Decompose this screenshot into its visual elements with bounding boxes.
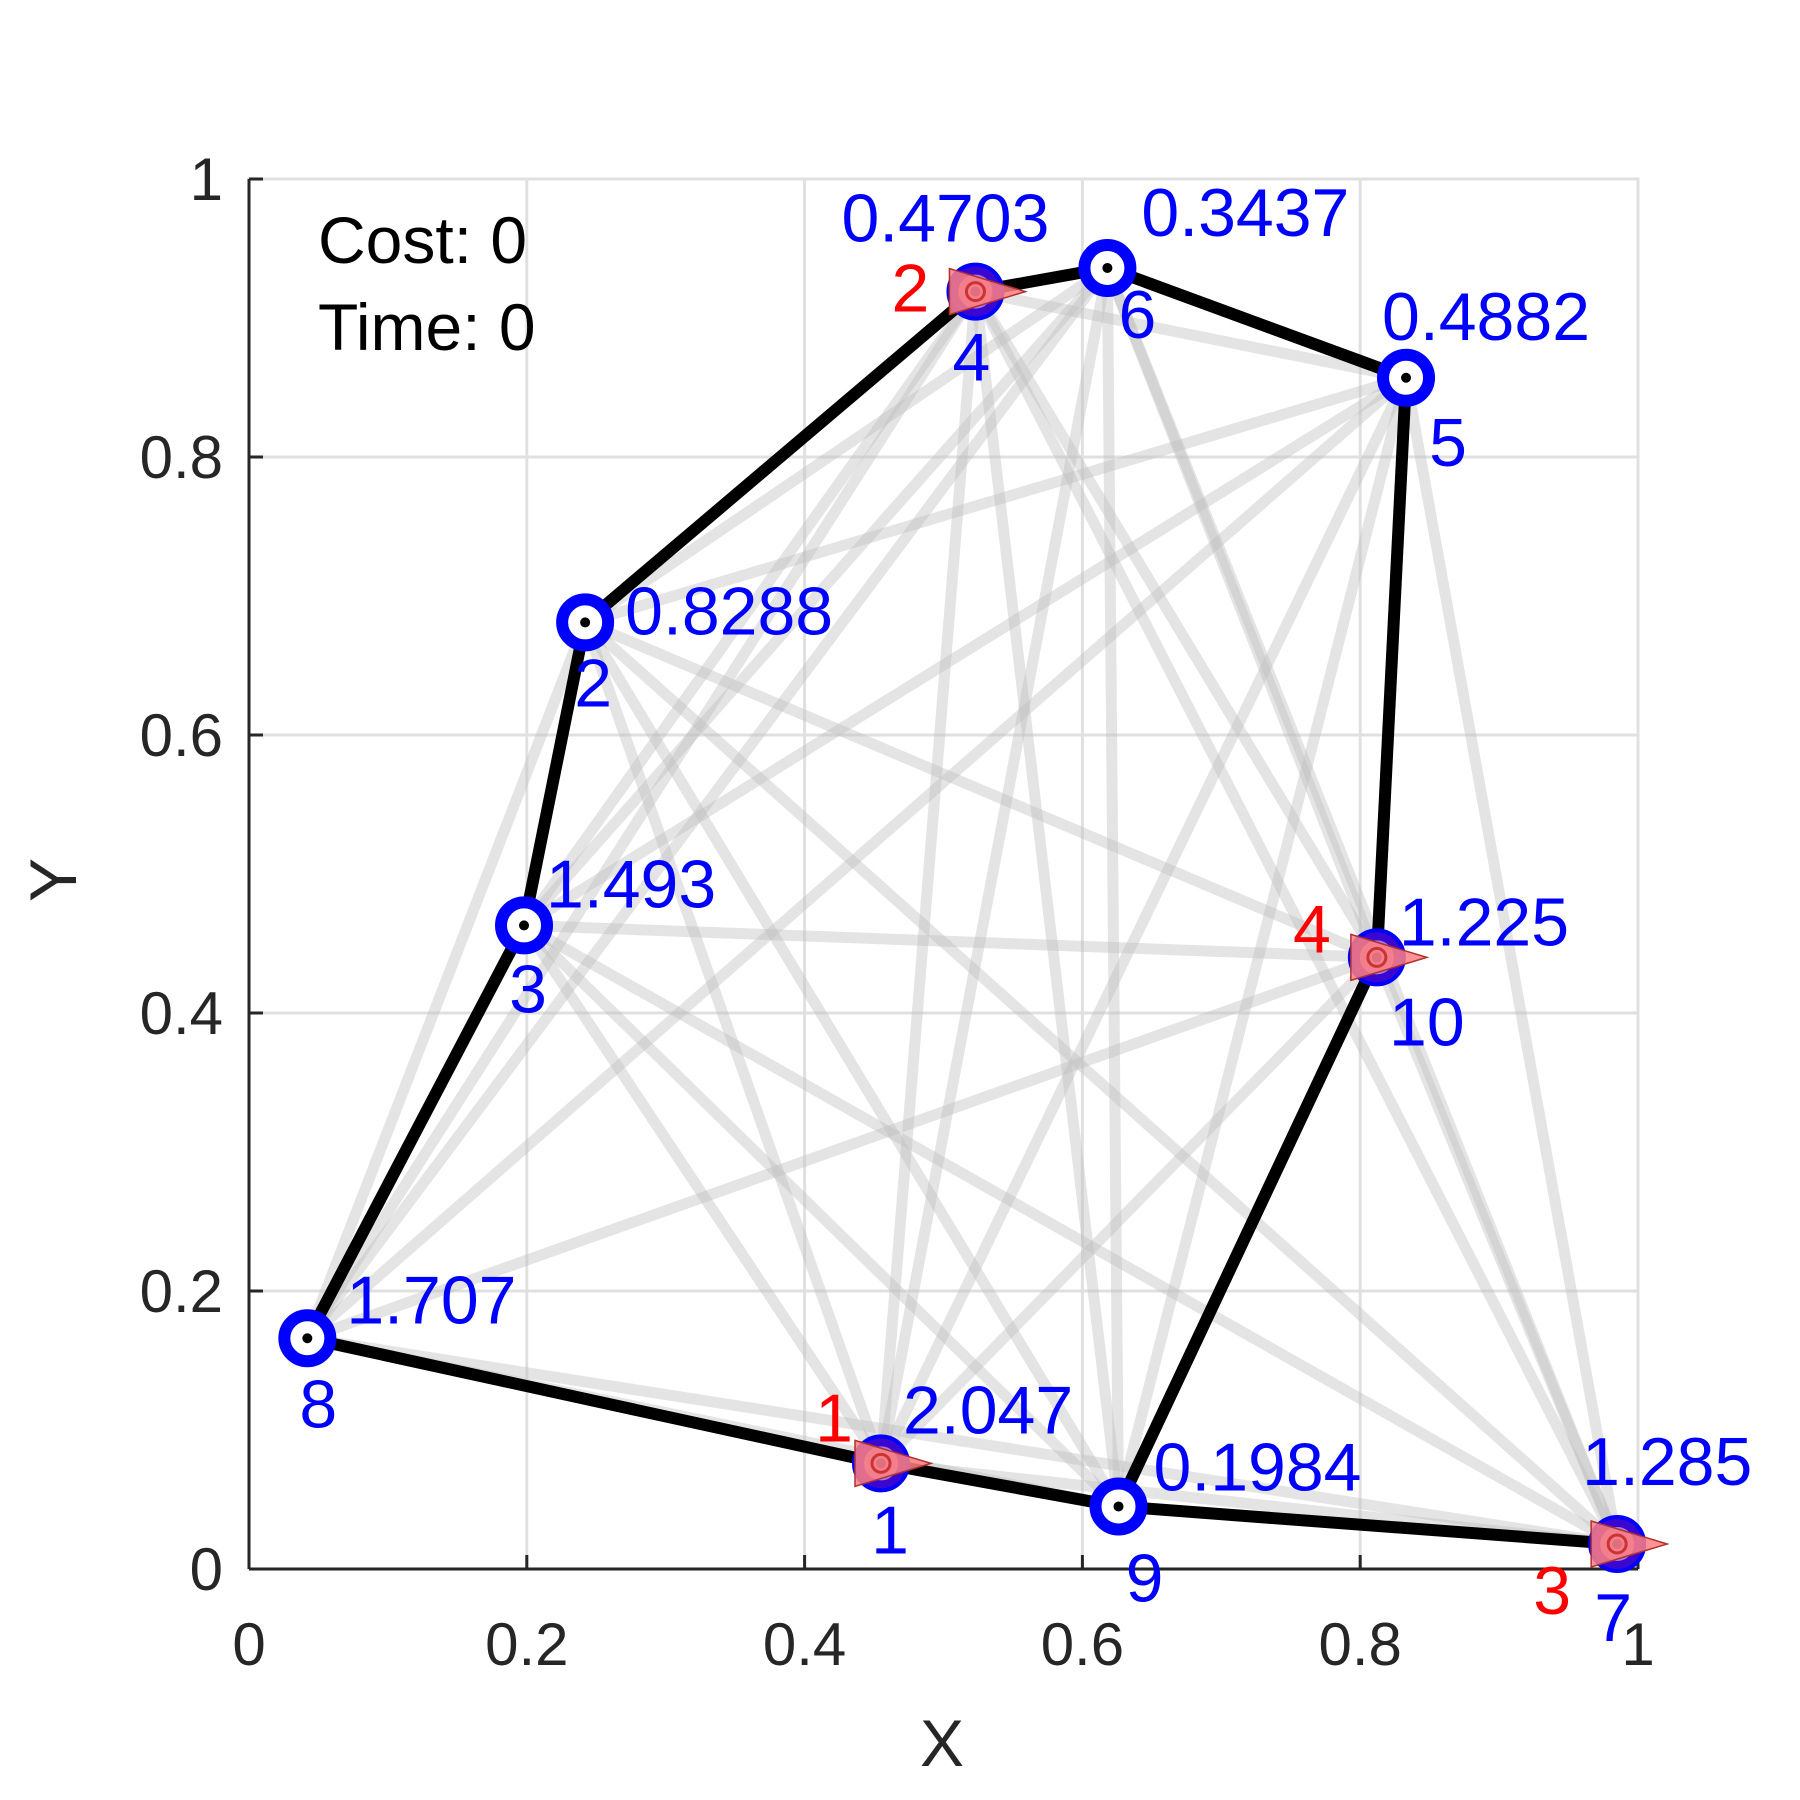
candidate-edge: [875, 286, 981, 1469]
agent-marker: [854, 1439, 934, 1488]
node-value-label: 0.4882: [1382, 279, 1590, 355]
candidate-edge: [518, 372, 1412, 931]
candidate-edge: [1371, 951, 1623, 1550]
agent-center-ring: [964, 281, 986, 303]
y-tick-label: 0: [190, 1536, 223, 1603]
node-value-label: 1.285: [1582, 1424, 1752, 1500]
node-value-label: 0.4703: [841, 181, 1049, 257]
y-axis-label: Y: [16, 858, 90, 902]
y-tick-label: 0.8: [140, 424, 223, 491]
candidate-edge: [1400, 372, 1623, 1550]
candidate-edge: [301, 286, 981, 1344]
candidate-edge: [875, 262, 1113, 1469]
x-tick-label: 0: [232, 1611, 265, 1678]
candidate-edge: [301, 262, 1113, 1344]
candidate-edge: [579, 616, 1125, 1512]
node-value-label: 0.1984: [1154, 1429, 1362, 1505]
x-tick-label: 0.2: [485, 1611, 568, 1678]
candidate-edge: [518, 262, 1113, 931]
cost-text: Cost: 0: [318, 203, 527, 277]
candidate-edge: [301, 616, 591, 1344]
agent-marker: [948, 267, 1029, 316]
y-tick-label: 0.4: [140, 980, 223, 1047]
node-center-dot: [580, 617, 591, 628]
x-tick-label: 1: [1621, 1611, 1654, 1678]
candidate-edge: [1101, 262, 1125, 1512]
node-index-label: 5: [1429, 405, 1467, 481]
x-tick-label: 0.6: [1041, 1611, 1124, 1678]
node-index-label: 10: [1389, 984, 1465, 1060]
node-value-label: 0.3437: [1141, 175, 1349, 251]
candidate-edge: [301, 372, 1412, 1344]
agent-center-ring: [870, 1452, 892, 1474]
node-index-label: 9: [1126, 1540, 1164, 1616]
candidate-edge: [875, 372, 1412, 1469]
candidate-edge: [301, 951, 1383, 1344]
node-index-label: 6: [1118, 277, 1156, 353]
candidate-edge: [518, 919, 887, 1469]
time-text: Time: 0: [318, 290, 536, 364]
tour-line: [301, 261, 1624, 1550]
candidate-edge: [579, 372, 1412, 628]
node-value-label: 0.8288: [625, 573, 833, 649]
y-tick-label: 1: [190, 146, 223, 213]
node-center-dot: [1113, 1501, 1124, 1512]
candidate-edge: [518, 286, 981, 931]
candidate-edge: [969, 286, 1412, 384]
candidate-edge: [969, 286, 1623, 1550]
node-center-dot: [1102, 262, 1113, 273]
node-center-dot: [519, 920, 530, 931]
candidate-edge: [969, 286, 1125, 1512]
agent-center-ring: [1366, 946, 1388, 968]
node-value-label: 1.225: [1399, 884, 1569, 960]
candidate-edge: [969, 286, 1383, 963]
agent-marker: [1590, 1519, 1670, 1568]
node-value-label: 1.707: [346, 1262, 516, 1338]
candidate-edge: [518, 919, 1125, 1512]
node-center-dot: [1401, 372, 1412, 383]
candidate-edge: [579, 616, 887, 1469]
y-tick-label: 0.2: [140, 1258, 223, 1325]
candidate-edge: [301, 1332, 1623, 1550]
x-axis-label: X: [920, 1706, 964, 1780]
candidate-edge: [579, 262, 1113, 628]
candidate-edge: [875, 951, 1383, 1469]
candidate-edge: [1113, 372, 1412, 1512]
node-index-label: 2: [574, 645, 612, 721]
axes: 0 0.2 0.4 0.6 0.8 100.20.40.60.81: [140, 146, 1655, 1678]
agent-label: 2: [892, 251, 930, 327]
candidate-edge: [579, 616, 1623, 1550]
y-tick-label: 0.6: [140, 702, 223, 769]
candidate-edge: [518, 919, 1623, 1550]
node-index-label: 3: [509, 951, 547, 1027]
node-index-label: 8: [299, 1366, 337, 1442]
labels: 2.04710.828821.49330.470340.488250.34376…: [299, 175, 1752, 1656]
node-index-label: 7: [1594, 1580, 1632, 1656]
agent-center-ring: [1606, 1533, 1628, 1555]
candidate-edge: [1101, 262, 1383, 963]
node-value-label: 1.493: [546, 846, 716, 922]
node-index-label: 4: [953, 320, 991, 396]
agents: [854, 266, 1670, 1569]
node-center-dot: [302, 1333, 313, 1344]
candidate-edge: [1101, 262, 1623, 1550]
candidate-edge: [579, 616, 1383, 963]
x-tick-label: 0.4: [763, 1611, 846, 1678]
agent-label: 4: [1293, 891, 1331, 967]
x-tick-label: 0.8: [1318, 1611, 1401, 1678]
candidate-edge: [518, 919, 1383, 963]
node-index-label: 1: [871, 1492, 909, 1568]
node-value-label: 2.047: [903, 1372, 1073, 1448]
agent-label: 3: [1533, 1553, 1571, 1629]
agent-marker: [1350, 933, 1430, 982]
tour-path: [301, 261, 1624, 1550]
agent-label: 1: [815, 1380, 853, 1456]
